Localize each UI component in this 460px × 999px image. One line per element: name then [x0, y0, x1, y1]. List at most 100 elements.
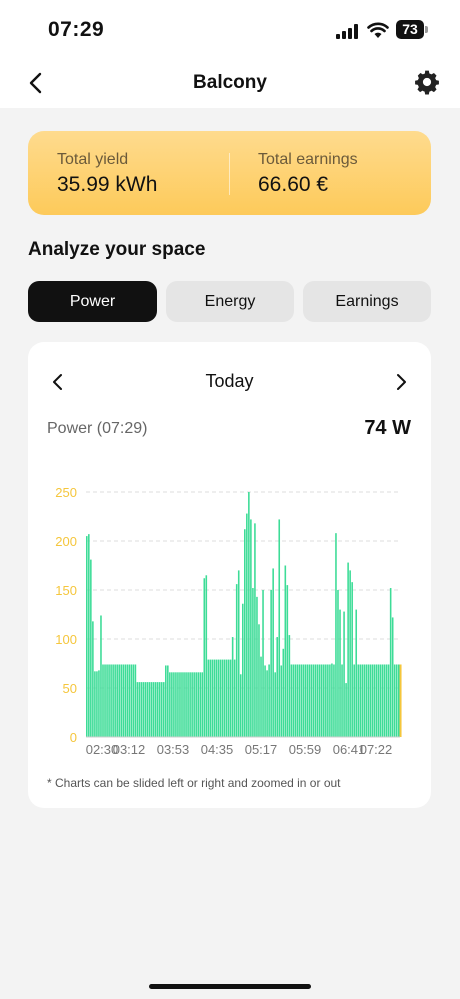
chart-bar: [288, 635, 291, 737]
chart-bar: [223, 659, 226, 737]
chart-bar: [361, 664, 364, 737]
chart-bar: [86, 536, 88, 737]
chart-bar: [195, 672, 197, 737]
chart-bar: [171, 672, 173, 737]
chart-bar: [150, 682, 153, 737]
x-tick-label: 05:59: [289, 742, 322, 757]
battery-icon: 73: [396, 20, 424, 39]
tab-power[interactable]: Power: [28, 281, 157, 322]
chart-bar: [355, 609, 358, 737]
y-tick-label: 250: [55, 485, 77, 500]
chart-bar: [363, 664, 366, 737]
total-earnings-label: Total earnings: [258, 151, 358, 168]
y-tick-label: 0: [70, 730, 77, 745]
chart-bar: [104, 664, 106, 737]
chart-bar: [260, 656, 262, 737]
chart-bar: [316, 664, 319, 737]
chevron-right-icon[interactable]: [392, 372, 410, 392]
chart-bar: [373, 664, 376, 737]
chart-bar: [215, 659, 218, 737]
battery-tip: [425, 26, 428, 33]
chart-bar: [197, 672, 199, 737]
tab-energy[interactable]: Energy: [166, 281, 294, 322]
x-tick-label: 02:30: [86, 742, 119, 757]
chart-bar: [130, 664, 133, 737]
chart-bar: [377, 664, 380, 737]
chart-bar: [244, 529, 246, 737]
chart-bar: [252, 588, 254, 737]
chart-bar: [219, 659, 222, 737]
tab-earnings[interactable]: Earnings: [303, 281, 431, 322]
chart-bar: [331, 663, 333, 737]
chart-bar: [327, 664, 329, 737]
nav-bar: Balcony: [0, 60, 460, 108]
power-label: Power (07:29): [47, 420, 148, 437]
chart-bar: [266, 670, 268, 737]
chart-bar: [351, 582, 353, 737]
power-chart-card: Today Power (07:29) 74 W 0 50 100 150 200 250…: [28, 342, 431, 808]
chart-bar: [339, 609, 341, 737]
chart-bar: [306, 664, 309, 737]
chart-bar: [231, 637, 234, 737]
chart-bar: [365, 664, 368, 737]
chart-bar: [205, 575, 208, 737]
status-bar: 07:29 73: [0, 0, 460, 60]
chart-bar: [369, 664, 372, 737]
y-tick-label: 100: [55, 632, 77, 647]
chart-bar: [88, 534, 90, 737]
chart-bar: [124, 664, 127, 737]
chart-bar: [391, 617, 394, 737]
chart-bar: [138, 682, 141, 737]
page-title: Balcony: [193, 72, 267, 93]
chart-bar: [213, 659, 216, 737]
chart-bar: [114, 664, 116, 737]
chart-bar: [278, 519, 281, 737]
chart-bar: [241, 603, 244, 737]
cellular-signal-icon: [336, 24, 360, 39]
total-earnings: Total earnings 66.60 €: [258, 151, 358, 197]
chart-bar: [134, 664, 137, 737]
chart-bar: [371, 664, 374, 737]
x-tick-label: 04:35: [201, 742, 234, 757]
x-tick-label: 07:22: [360, 742, 393, 757]
chart-bar: [189, 672, 191, 737]
chart-bar: [116, 664, 118, 737]
chart-bar: [312, 664, 315, 737]
chart-bar: [248, 492, 250, 737]
chart-bar: [181, 672, 183, 737]
wifi-icon: [367, 22, 389, 38]
chart-bar: [246, 513, 248, 737]
chart-bar: [276, 637, 279, 737]
chart-bar: [375, 664, 378, 737]
chart-bar: [395, 664, 398, 737]
chart-bar: [165, 665, 167, 737]
chart-bar: [199, 672, 202, 737]
total-earnings-value: 66.60 €: [258, 173, 329, 196]
chevron-left-icon[interactable]: [49, 372, 67, 392]
chart-bar: [167, 665, 169, 737]
chart-bar: [233, 659, 236, 737]
x-tick-label: 03:53: [157, 742, 190, 757]
chart-bar: [333, 664, 335, 737]
y-tick-label: 150: [55, 583, 77, 598]
chart-bar: [118, 664, 120, 737]
chart-bar: [183, 672, 185, 737]
yield-summary-card: Total yield 35.99 kWh Total earnings 66.…: [28, 131, 431, 215]
chart-bar: [132, 664, 135, 737]
chart-bar: [225, 659, 228, 737]
gear-icon[interactable]: [414, 69, 440, 95]
chart-bar: [254, 523, 256, 737]
chart-bar: [110, 664, 112, 737]
chart-bar: [345, 683, 347, 737]
chevron-left-icon[interactable]: [24, 70, 50, 96]
chart-bar: [290, 664, 293, 737]
chart-bar: [298, 664, 301, 737]
chart-bar: [357, 664, 360, 737]
chart-bar: [154, 682, 157, 737]
chart-bar: [335, 533, 337, 737]
chart-bar: [92, 621, 94, 737]
chart-bar: [160, 682, 163, 737]
chart-bar: [320, 664, 323, 737]
chart-bar: [323, 664, 325, 737]
